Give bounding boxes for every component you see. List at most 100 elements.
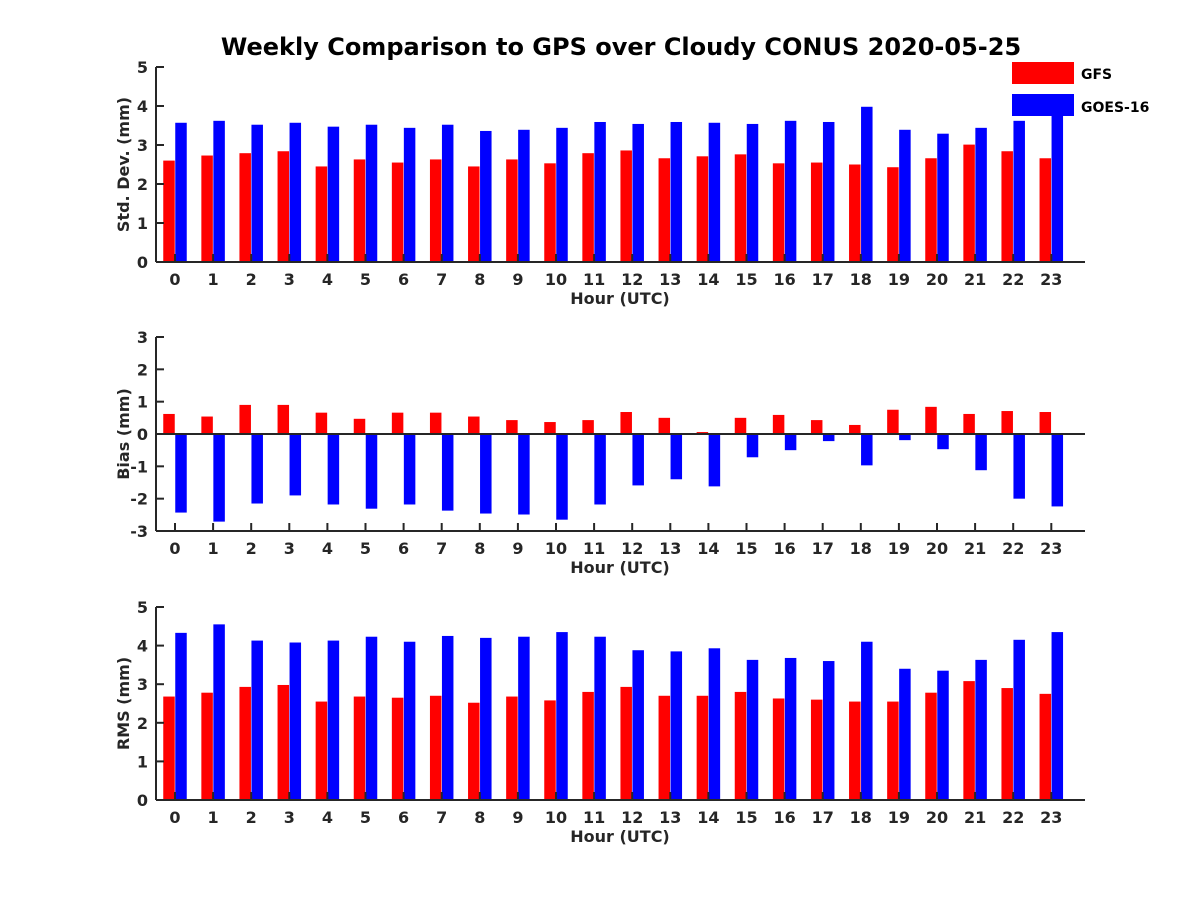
- std-dev-y-tick-label: 4: [137, 97, 148, 116]
- std-dev-x-tick-label: 1: [208, 270, 219, 289]
- bias-bar-gfs-12: [620, 412, 632, 434]
- bias-x-tick-label: 10: [545, 539, 567, 558]
- bias-x-tick-label: 9: [512, 539, 523, 558]
- rms-bar-gfs-0: [163, 696, 175, 800]
- std-dev-bar-goes16-10: [556, 127, 568, 262]
- std-dev-bar-gfs-0: [163, 160, 175, 262]
- bias-bar-gfs-13: [658, 417, 671, 434]
- rms-y-tick-label: 0: [137, 791, 148, 810]
- std-dev-bar-goes16-2: [251, 124, 263, 262]
- std-dev-bar-gfs-9: [506, 159, 518, 262]
- std-dev-y-tick-label: 3: [137, 136, 148, 155]
- rms-bar-gfs-5: [353, 696, 366, 800]
- legend-swatch-gfs: [1012, 62, 1074, 84]
- std-dev-x-axis-label: Hour (UTC): [570, 289, 670, 308]
- rms-bar-gfs-23: [1039, 693, 1052, 800]
- std-dev-bar-goes16-23: [1051, 113, 1064, 262]
- bias-bar-gfs-23: [1039, 412, 1052, 434]
- rms-y-axis-label: RMS (mm): [114, 657, 133, 750]
- rms-y-tick-label: 5: [137, 598, 148, 617]
- std-dev-bar-gfs-22: [1001, 151, 1013, 262]
- rms-bar-gfs-6: [391, 697, 404, 800]
- std-dev-bar-goes16-4: [327, 126, 340, 262]
- std-dev-y-tick-label: 2: [137, 175, 148, 194]
- rms-bar-gfs-20: [925, 692, 937, 800]
- rms-bar-gfs-12: [620, 686, 632, 800]
- chart-title: Weekly Comparison to GPS over Cloudy CON…: [221, 33, 1021, 61]
- std-dev-bar-goes16-19: [899, 129, 911, 262]
- rms-bar-gfs-21: [963, 681, 975, 800]
- rms-bar-goes16-9: [518, 636, 530, 800]
- std-dev-x-tick-label: 22: [1002, 270, 1024, 289]
- rms-x-tick-label: 4: [322, 808, 333, 827]
- std-dev-x-tick-label: 0: [169, 270, 180, 289]
- rms-bar-goes16-21: [975, 659, 987, 800]
- rms-bar-goes16-13: [670, 651, 683, 800]
- std-dev-x-tick-label: 11: [583, 270, 605, 289]
- bias-bar-gfs-11: [582, 420, 594, 434]
- bias-x-tick-label: 22: [1002, 539, 1024, 558]
- std-dev-bar-goes16-21: [975, 127, 987, 262]
- std-dev-x-tick-label: 19: [888, 270, 910, 289]
- std-dev-bar-gfs-16: [772, 163, 785, 262]
- bias-bar-gfs-17: [810, 420, 823, 434]
- rms-bar-goes16-22: [1013, 639, 1025, 800]
- bias-bar-goes16-22: [1013, 434, 1025, 499]
- std-dev-x-tick-label: 2: [246, 270, 257, 289]
- rms-x-tick-label: 19: [888, 808, 910, 827]
- std-dev-bar-gfs-10: [544, 163, 556, 262]
- bias-x-tick-label: 19: [888, 539, 910, 558]
- bias-bar-goes16-10: [556, 434, 568, 520]
- rms-x-tick-label: 12: [621, 808, 643, 827]
- rms-x-tick-label: 17: [812, 808, 834, 827]
- bias-bar-goes16-7: [441, 434, 454, 511]
- std-dev-bar-goes16-16: [784, 120, 797, 262]
- bias-x-tick-label: 4: [322, 539, 333, 558]
- std-dev-bar-gfs-13: [658, 158, 671, 262]
- rms-x-tick-label: 15: [735, 808, 757, 827]
- rms-x-tick-label: 9: [512, 808, 523, 827]
- std-dev-x-tick-label: 7: [436, 270, 447, 289]
- std-dev-bar-goes16-20: [937, 133, 949, 262]
- bias-x-tick-label: 3: [284, 539, 295, 558]
- rms-bar-gfs-7: [429, 695, 442, 800]
- std-dev-bar-gfs-7: [429, 159, 442, 262]
- bias-x-tick-label: 21: [964, 539, 986, 558]
- bias-bar-goes16-9: [518, 434, 530, 515]
- rms-bar-gfs-15: [734, 691, 747, 800]
- bias-y-tick-label: 2: [137, 360, 148, 379]
- std-dev-bar-goes16-12: [632, 123, 644, 262]
- rms-bar-goes16-12: [632, 650, 644, 800]
- rms-bar-goes16-18: [861, 641, 873, 800]
- bias-bar-gfs-19: [887, 409, 899, 434]
- rms-bar-goes16-11: [594, 636, 606, 800]
- std-dev-y-tick-label: 5: [137, 58, 148, 77]
- rms-x-tick-label: 7: [436, 808, 447, 827]
- rms-bar-gfs-4: [315, 701, 328, 800]
- std-dev-x-tick-label: 21: [964, 270, 986, 289]
- rms-x-tick-label: 5: [360, 808, 371, 827]
- bias-y-tick-label: -2: [130, 490, 148, 509]
- rms-x-tick-label: 13: [659, 808, 681, 827]
- std-dev-x-tick-label: 18: [850, 270, 872, 289]
- bias-x-tick-label: 6: [398, 539, 409, 558]
- std-dev-bar-gfs-5: [353, 159, 366, 262]
- std-dev-bar-goes16-1: [213, 120, 225, 262]
- bias-bar-goes16-19: [899, 434, 911, 441]
- std-dev-bar-gfs-23: [1039, 158, 1052, 262]
- std-dev-x-tick-label: 3: [284, 270, 295, 289]
- rms-bar-goes16-6: [403, 641, 416, 800]
- std-dev-x-tick-label: 14: [697, 270, 719, 289]
- std-dev-bar-gfs-3: [277, 151, 290, 262]
- rms-bar-gfs-3: [277, 684, 290, 800]
- rms-bar-goes16-4: [327, 640, 340, 800]
- rms-x-tick-label: 16: [773, 808, 795, 827]
- rms-bar-goes16-14: [708, 648, 721, 800]
- bias-bar-goes16-18: [861, 434, 873, 466]
- std-dev-bar-goes16-8: [480, 130, 492, 262]
- rms-x-axis-label: Hour (UTC): [570, 827, 670, 846]
- bias-bar-gfs-6: [391, 412, 404, 434]
- bias-y-tick-label: 3: [137, 328, 148, 347]
